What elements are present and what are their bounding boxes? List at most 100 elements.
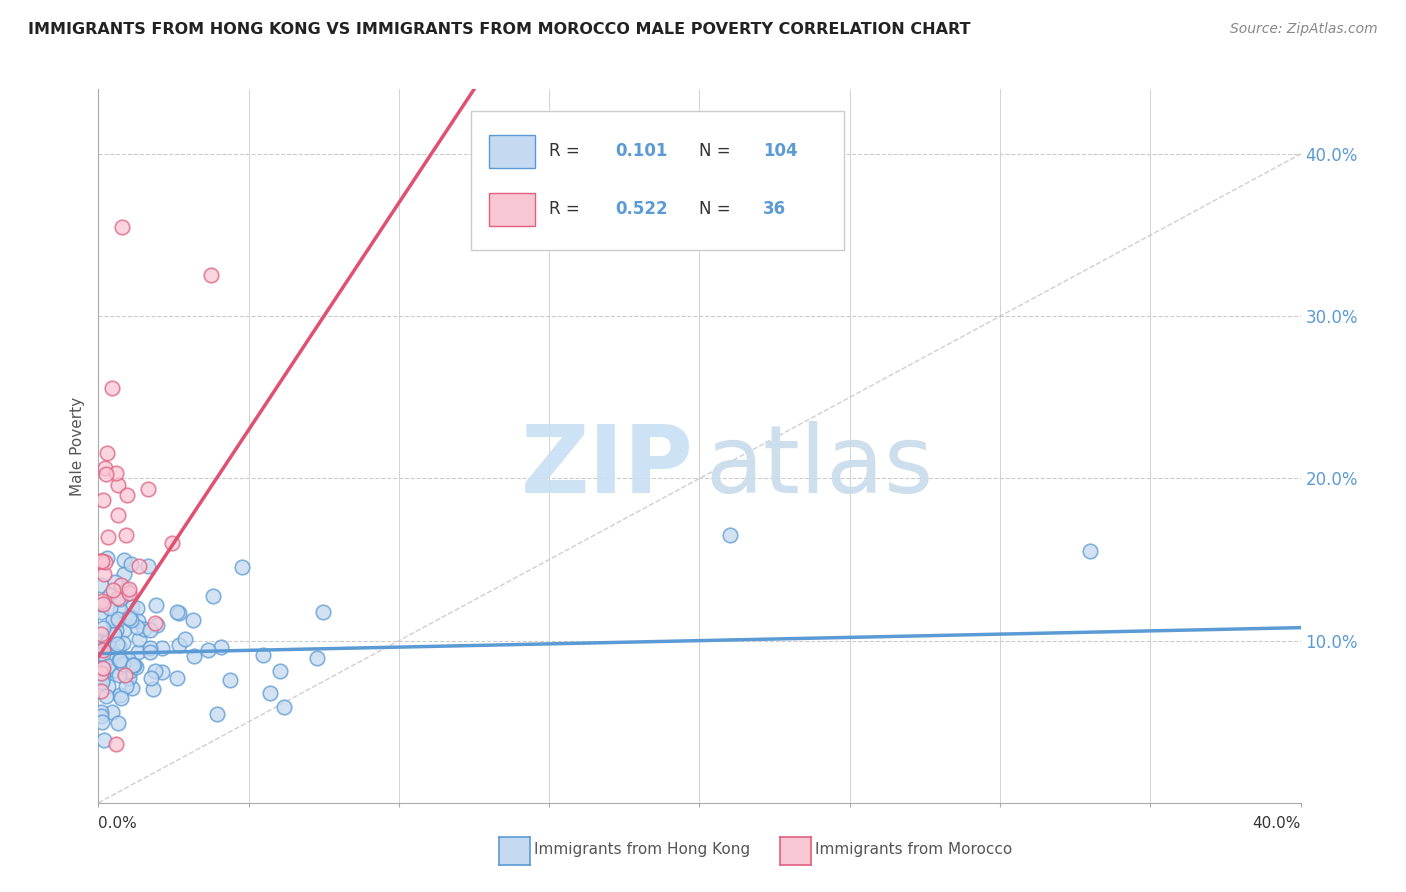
Point — [183, 649, 205, 664]
Point — [110, 690, 132, 705]
Text: 0.0%: 0.0% — [98, 816, 138, 831]
Point — [128, 559, 150, 574]
Text: N =: N = — [700, 200, 737, 219]
Point — [105, 637, 128, 651]
Text: 40.0%: 40.0% — [1253, 816, 1301, 831]
Point — [93, 621, 115, 635]
Point — [115, 582, 138, 597]
Point — [197, 643, 219, 657]
Text: 104: 104 — [763, 142, 797, 161]
Point — [125, 660, 148, 674]
Point — [97, 635, 120, 649]
Point — [110, 603, 132, 617]
Point — [114, 668, 136, 682]
Text: N =: N = — [700, 142, 737, 161]
Point — [145, 598, 167, 612]
Point — [118, 611, 141, 625]
Point — [100, 381, 122, 395]
Point — [91, 643, 114, 657]
Point — [91, 594, 114, 608]
Point — [142, 681, 165, 696]
Text: ZIP: ZIP — [520, 421, 693, 514]
Point — [120, 613, 142, 627]
Point — [201, 589, 224, 603]
Point — [145, 617, 167, 632]
Point — [1078, 544, 1101, 558]
Point — [166, 605, 188, 619]
Point — [181, 614, 204, 628]
Point — [150, 665, 173, 680]
Point — [91, 642, 114, 657]
Point — [167, 607, 190, 621]
Point — [108, 688, 131, 702]
Point — [150, 640, 173, 655]
Point — [259, 686, 281, 700]
Point — [104, 649, 127, 664]
Point — [111, 220, 134, 235]
Point — [127, 601, 149, 615]
Point — [110, 578, 132, 592]
Point — [312, 606, 335, 620]
Point — [105, 623, 128, 637]
Point — [127, 614, 149, 628]
Point — [118, 582, 141, 596]
Point — [101, 705, 124, 719]
Point — [125, 620, 148, 634]
Point — [93, 632, 115, 647]
Point — [107, 477, 129, 491]
Point — [136, 482, 159, 496]
Point — [103, 613, 125, 627]
Point — [121, 599, 143, 614]
Point — [118, 671, 141, 685]
Point — [211, 640, 233, 654]
Point — [120, 557, 142, 571]
Point — [160, 536, 183, 550]
Point — [112, 553, 135, 567]
Point — [96, 446, 118, 460]
Point — [111, 657, 134, 671]
Point — [107, 639, 129, 653]
Point — [90, 661, 112, 675]
Text: R =: R = — [550, 200, 585, 219]
Point — [91, 554, 114, 568]
Point — [94, 689, 117, 703]
Point — [108, 667, 131, 681]
Point — [121, 681, 143, 696]
Point — [219, 673, 242, 688]
Point — [112, 636, 135, 650]
Point — [166, 671, 188, 685]
Point — [273, 700, 295, 714]
Point — [118, 657, 141, 672]
Point — [127, 645, 149, 659]
Point — [103, 627, 125, 641]
Text: IMMIGRANTS FROM HONG KONG VS IMMIGRANTS FROM MOROCCO MALE POVERTY CORRELATION CH: IMMIGRANTS FROM HONG KONG VS IMMIGRANTS … — [28, 22, 970, 37]
Point — [90, 577, 112, 591]
Point — [117, 488, 139, 502]
Text: atlas: atlas — [706, 421, 934, 514]
Point — [94, 555, 117, 569]
Point — [122, 657, 145, 672]
Point — [105, 737, 128, 751]
Point — [252, 648, 274, 663]
Text: 36: 36 — [763, 200, 786, 219]
Point — [132, 622, 155, 636]
Text: R =: R = — [550, 142, 585, 161]
Point — [118, 608, 141, 623]
Point — [96, 633, 118, 648]
Point — [104, 574, 127, 589]
Point — [91, 493, 114, 508]
Point — [90, 666, 112, 681]
Point — [90, 647, 112, 661]
Point — [96, 467, 118, 481]
Point — [143, 664, 166, 678]
Point — [114, 528, 136, 542]
Point — [139, 645, 162, 659]
Point — [269, 665, 291, 679]
Point — [139, 623, 162, 637]
Point — [107, 716, 129, 731]
Point — [104, 663, 127, 677]
Point — [91, 714, 114, 729]
Point — [97, 679, 120, 693]
Point — [103, 582, 125, 597]
Point — [110, 591, 132, 606]
